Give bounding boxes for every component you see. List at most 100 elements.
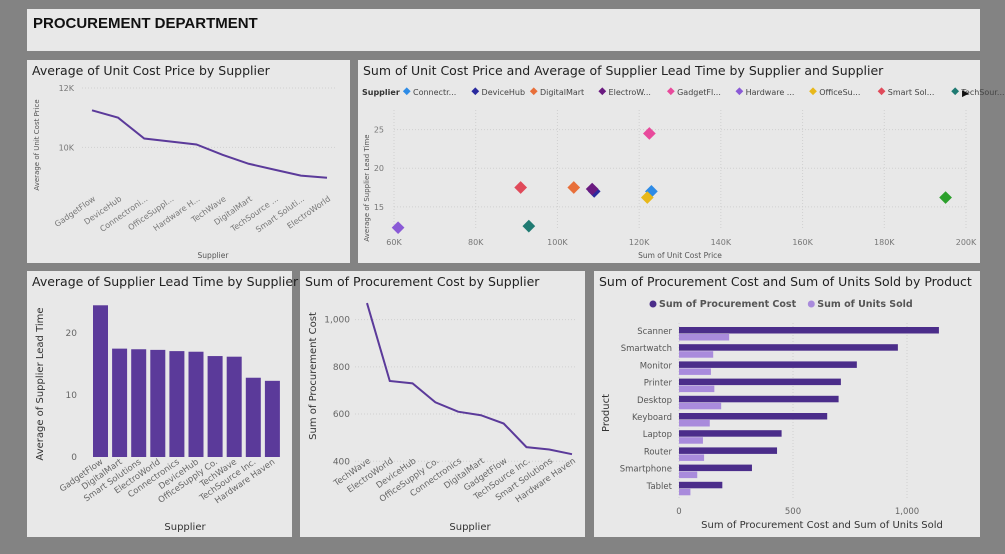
legend-label: DigitalMart xyxy=(540,88,584,97)
bar xyxy=(112,348,128,457)
bar xyxy=(131,349,147,457)
legend-marker xyxy=(666,87,675,96)
bar xyxy=(245,377,261,457)
bar xyxy=(679,437,703,444)
scatter-point xyxy=(567,181,581,194)
legend-label: GadgetFl... xyxy=(677,88,721,97)
bar xyxy=(679,481,723,489)
bar xyxy=(679,344,898,351)
header-panel: PROCUREMENT DEPARTMENT xyxy=(27,9,980,51)
y-axis-label: Average of Supplier Lead Time xyxy=(363,134,371,241)
chart-title: Sum of Unit Cost Price and Average of Su… xyxy=(363,63,884,78)
scatter-point xyxy=(939,191,952,204)
series-line xyxy=(91,109,328,179)
legend-label: ElectroW... xyxy=(609,88,651,97)
chart-procurement-by-supplier: 4006008001,000TechWaveElectroWorldDevice… xyxy=(308,302,578,533)
bar xyxy=(679,351,714,358)
bar xyxy=(679,402,722,410)
y-tick-label: Smartphone xyxy=(620,465,672,475)
x-tick-label: 60K xyxy=(386,238,402,247)
x-tick-label: 80K xyxy=(468,238,484,247)
bar xyxy=(679,334,730,341)
chart-unit-cost-by-supplier: 10K12KGadgetFlowDeviceHubConnectroni...O… xyxy=(33,84,337,260)
bar xyxy=(93,305,108,457)
bar xyxy=(679,454,705,461)
legend-marker xyxy=(471,87,480,96)
x-tick-label: 200K xyxy=(956,238,977,247)
legend-marker xyxy=(807,300,815,308)
legend-next-icon: ▶ xyxy=(962,89,969,99)
bar xyxy=(679,464,752,472)
chart-procurement-units-by-product: Sum of Procurement Cost Sum of Units Sold… xyxy=(601,299,943,531)
bar xyxy=(679,488,691,496)
legend-marker xyxy=(809,87,817,96)
y-tick-label: 600 xyxy=(333,410,350,420)
legend-title: Supplier xyxy=(362,88,400,97)
series-line xyxy=(366,302,573,456)
y-axis-label: Average of Unit Cost Price xyxy=(33,99,41,190)
y-tick-label: Printer xyxy=(644,379,673,389)
panel-leadtime-bar[interactable]: Average of Supplier Lead Time by Supplie… xyxy=(27,271,298,537)
y-tick-label: Smartwatch xyxy=(621,344,672,354)
y-tick-label: 0 xyxy=(71,453,77,463)
x-tick-label: 100K xyxy=(547,238,568,247)
y-tick-label: 10 xyxy=(66,391,78,401)
x-tick-label: 500 xyxy=(785,507,801,517)
scatter-point xyxy=(640,191,654,204)
bar xyxy=(679,413,828,420)
y-tick-label: 15 xyxy=(374,203,384,212)
legend-label: Smart Sol... xyxy=(888,88,935,97)
panel-product-bars[interactable]: Sum of Procurement Cost and Sum of Units… xyxy=(594,271,980,537)
y-tick-label: Router xyxy=(644,447,673,457)
y-tick-label: 25 xyxy=(374,126,384,135)
panel-procurement-line[interactable]: Sum of Procurement Cost by Supplier 400 6… xyxy=(300,271,585,537)
bar xyxy=(679,361,857,368)
x-tick-label: 160K xyxy=(792,238,813,247)
bar xyxy=(679,368,711,375)
bar xyxy=(169,351,185,457)
bar xyxy=(679,327,939,334)
bar xyxy=(207,356,223,457)
bar xyxy=(679,378,841,386)
legend-label: TechSour... xyxy=(960,88,1004,97)
bar xyxy=(679,385,715,393)
chart-scatter-cost-leadtime: Supplier Connectr... DeviceHub DigitalMart E… xyxy=(362,87,1005,260)
x-axis-label: Sum of Unit Cost Price xyxy=(638,251,722,260)
scatter-point xyxy=(514,181,528,194)
y-tick-label: Monitor xyxy=(640,361,673,371)
y-tick-label: Keyboard xyxy=(632,413,672,423)
y-axis-label: Sum of Procurement Cost xyxy=(308,312,319,440)
legend-marker xyxy=(529,87,538,96)
x-tick-label: 120K xyxy=(629,238,650,247)
legend-label: Sum of Units Sold xyxy=(817,299,912,310)
x-tick-label: 1,000 xyxy=(895,507,919,517)
scatter-point xyxy=(642,127,656,140)
x-axis-label: Supplier xyxy=(164,522,206,533)
x-axis-label: Supplier xyxy=(198,251,230,260)
y-tick-label: 20 xyxy=(66,329,78,339)
bar xyxy=(150,349,166,457)
legend-marker xyxy=(402,87,411,96)
chart-title: Sum of Procurement Cost and Sum of Units… xyxy=(599,274,972,289)
y-tick-label: 10K xyxy=(59,143,75,152)
bar xyxy=(226,356,242,457)
panel-scatter[interactable]: Sum of Unit Cost Price and Average of Su… xyxy=(358,60,1005,263)
y-tick-label: 400 xyxy=(333,457,350,467)
y-axis-label: Product xyxy=(601,394,612,432)
panel-unit-cost-line[interactable]: Average of Unit Cost Price by Supplier 1… xyxy=(27,60,350,263)
scatter-point xyxy=(391,221,405,235)
y-tick-label: 800 xyxy=(333,363,350,373)
legend-marker xyxy=(877,87,886,96)
page-title: PROCUREMENT DEPARTMENT xyxy=(33,15,258,32)
chart-title: Average of Supplier Lead Time by Supplie… xyxy=(32,274,299,289)
bar xyxy=(188,351,204,457)
y-tick-label: Laptop xyxy=(643,430,672,440)
y-tick-label: 12K xyxy=(59,84,75,93)
legend-marker xyxy=(598,87,607,96)
scatter-point xyxy=(522,219,536,233)
y-axis-label: Average of Supplier Lead Time xyxy=(35,307,46,460)
bar xyxy=(679,395,839,403)
x-tick-label: 140K xyxy=(711,238,732,247)
legend-label: Hardware ... xyxy=(746,88,795,97)
